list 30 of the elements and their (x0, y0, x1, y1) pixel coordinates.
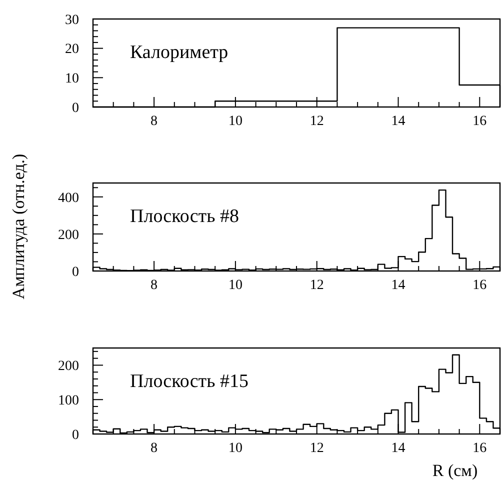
x-tick-label: 10 (228, 441, 242, 456)
x-tick-label: 10 (228, 114, 242, 129)
x-tick-label: 12 (310, 278, 324, 293)
x-tick-label: 8 (150, 114, 158, 129)
x-axis-title: R (см) (432, 461, 478, 480)
x-tick-label: 14 (391, 441, 406, 456)
x-tick-label: 14 (391, 278, 406, 293)
y-tick-label: 0 (72, 100, 79, 116)
x-tick-label: 8 (150, 441, 158, 456)
x-tick-label: 14 (391, 114, 406, 129)
text: Калориметр (130, 42, 228, 63)
y-tick-label: 100 (58, 394, 79, 408)
x-tick-label: 16 (472, 114, 487, 129)
y-tick-label: 200 (58, 228, 79, 243)
y-tick-label: 400 (58, 190, 79, 206)
y-axis-title: Амплитуда (отн.ед.) (9, 154, 28, 300)
x-tick-label: 16 (472, 441, 487, 456)
y-tick-label: 0 (72, 264, 79, 280)
x-tick-label: 8 (150, 278, 158, 293)
x-tick-label: 12 (310, 114, 324, 129)
y-tick-label: 30 (65, 12, 79, 28)
x-tick-label: 16 (472, 278, 487, 293)
y-tick-label: 0 (72, 428, 79, 443)
text: Плоскость #15 (130, 371, 248, 392)
y-tick-label: 200 (58, 359, 79, 374)
y-tick-label: 10 (65, 72, 79, 87)
x-tick-label: 12 (310, 441, 324, 456)
text: Плоскость #8 (130, 206, 239, 227)
y-tick-label: 20 (65, 42, 79, 58)
x-tick-label: 10 (228, 278, 242, 293)
